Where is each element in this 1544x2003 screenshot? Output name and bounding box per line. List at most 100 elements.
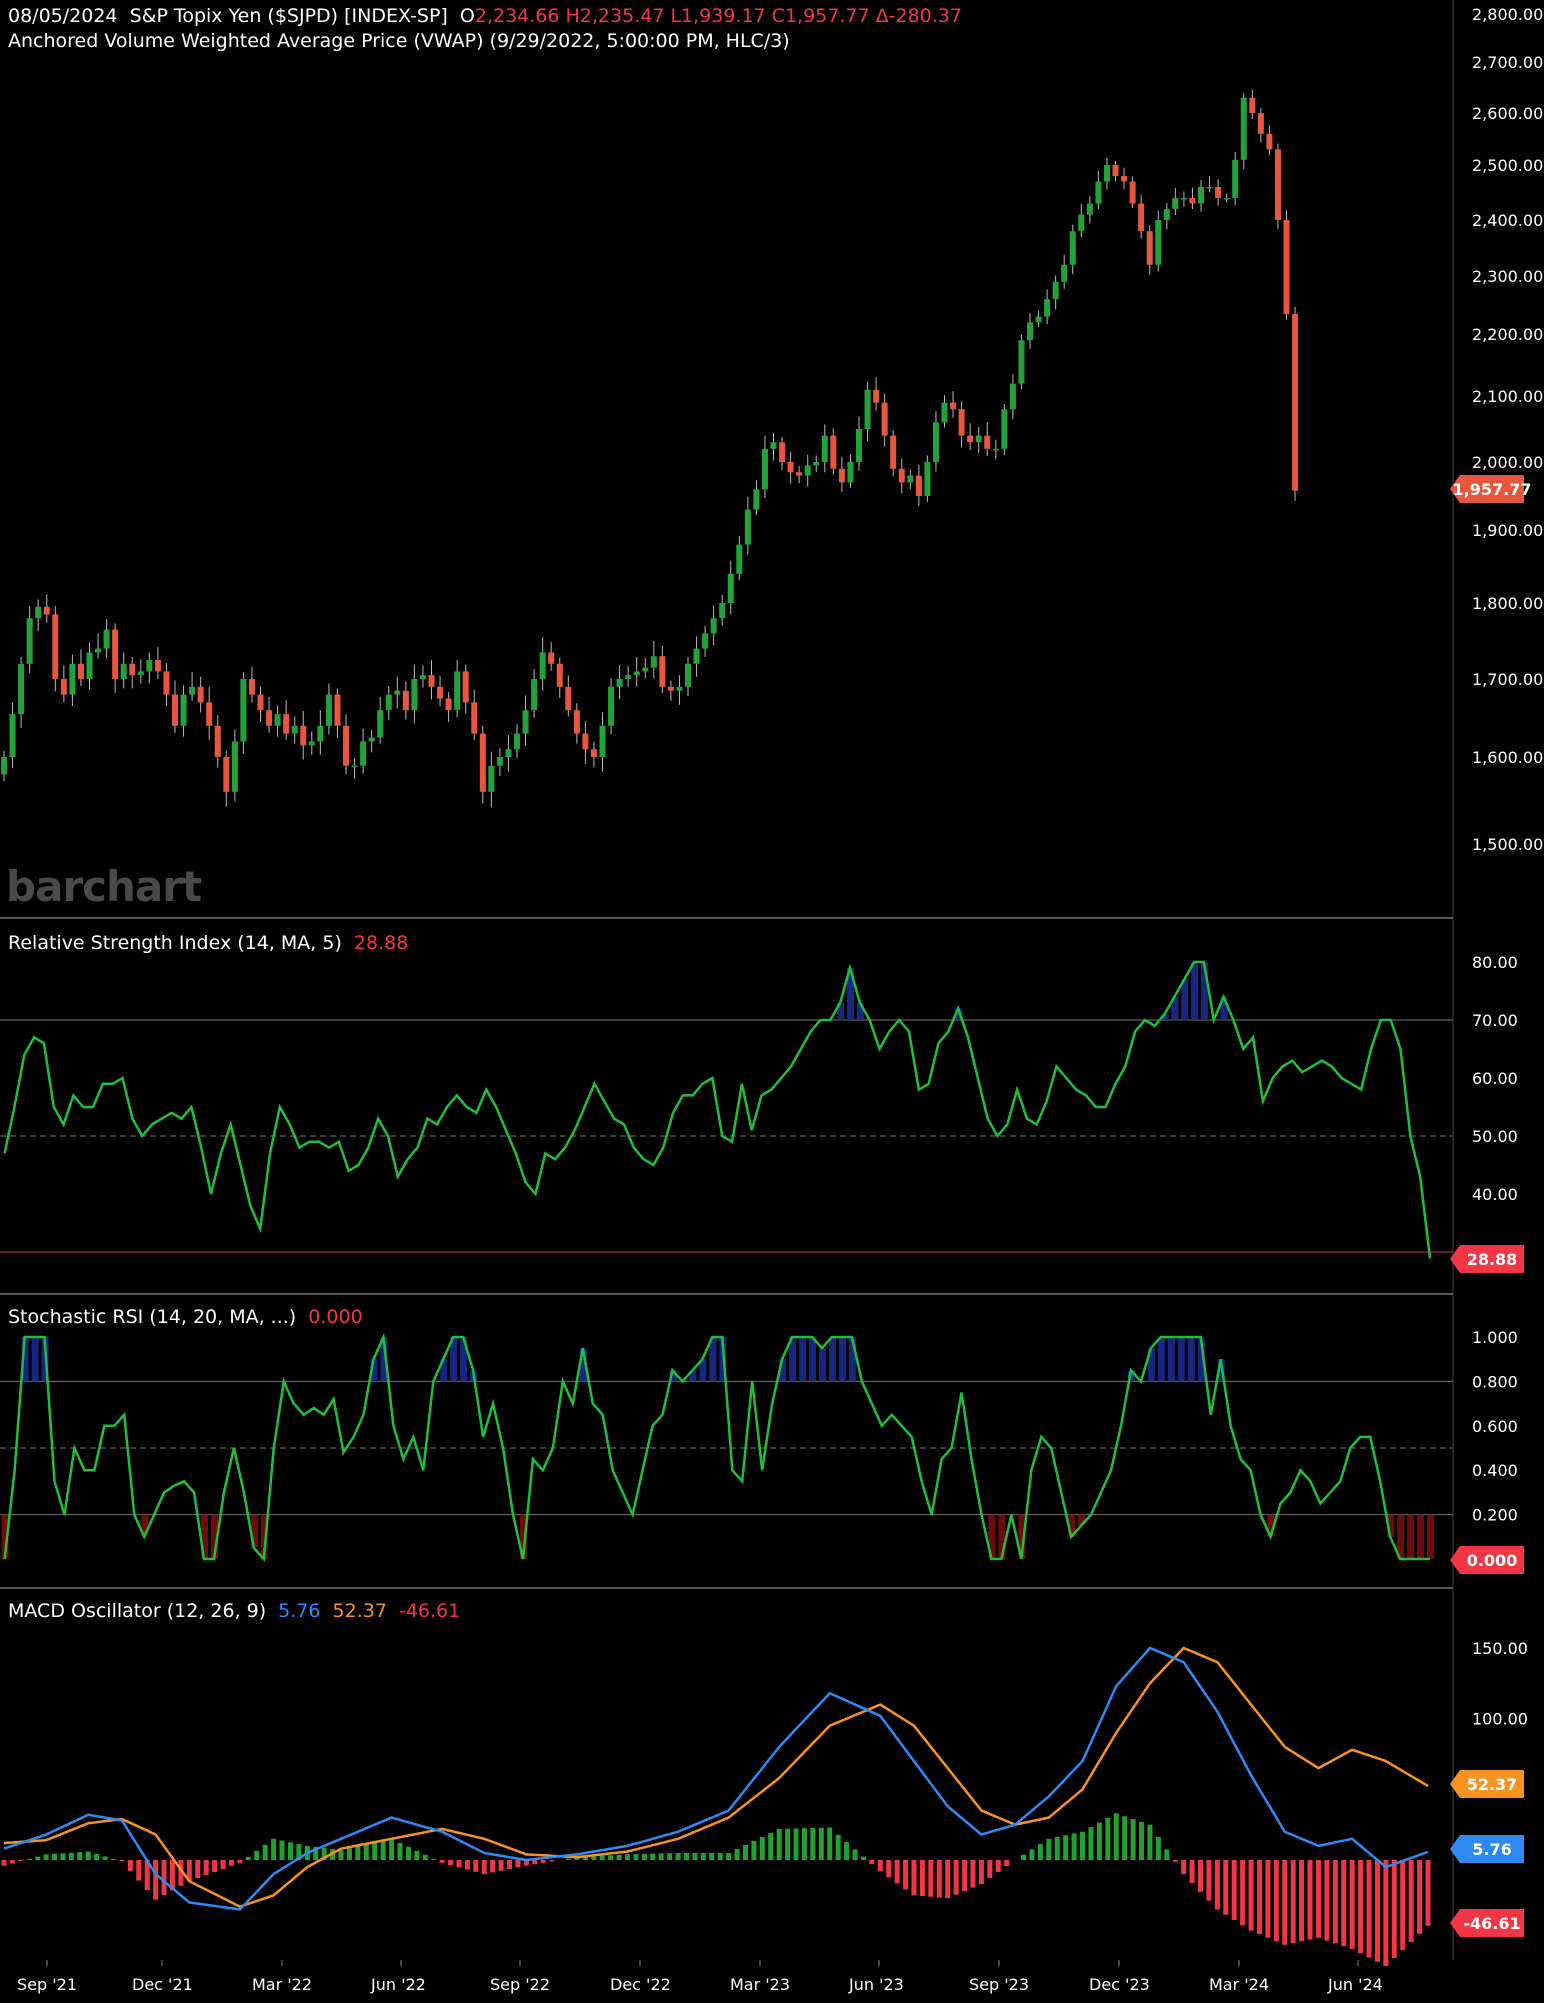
macd-histogram-bar [1332, 1860, 1338, 1944]
candle-body [890, 435, 897, 469]
macd-histogram-bar [1181, 1860, 1187, 1875]
macd-histogram-bar [1366, 1860, 1372, 1958]
candle-body [69, 663, 76, 695]
macd-histogram-bar [675, 1852, 681, 1860]
macd-histogram-bar [759, 1836, 765, 1860]
candle-body [26, 618, 33, 664]
macd-histogram-bar [245, 1856, 251, 1860]
macd-histogram-bar [397, 1842, 403, 1860]
stoch-last-badge: 0.000 [1450, 1546, 1524, 1574]
rsi-overbought-fill [837, 1002, 845, 1020]
macd-histogram-bar [1122, 1816, 1128, 1860]
macd-histogram-bar [178, 1860, 184, 1886]
x-tick-label: Jun '22 [370, 1975, 426, 1994]
stoch-tick-label: 0.200 [1472, 1506, 1518, 1525]
macd-histogram-bar [523, 1860, 529, 1866]
macd-histogram-bar [1080, 1831, 1086, 1860]
candle-body [702, 633, 709, 649]
candle-body [454, 671, 461, 711]
candle-body [1078, 214, 1085, 232]
macd-histogram-bar [1113, 1813, 1119, 1860]
stoch-overbought-fill [669, 1370, 677, 1382]
rsi-tick-label: 80.00 [1472, 953, 1518, 972]
macd-histogram-bar [380, 1840, 386, 1860]
candle-body [975, 435, 982, 443]
candle-body [548, 652, 555, 664]
macd-histogram-bar [9, 1860, 15, 1864]
macd-histogram-bar [962, 1860, 968, 1892]
macd-histogram-bar [405, 1846, 411, 1860]
stoch-overbought-fill [828, 1337, 836, 1382]
macd-histogram-bar [515, 1860, 521, 1868]
macd-histogram-bar [169, 1860, 175, 1891]
macd-histogram-bar [279, 1840, 285, 1860]
vwap-study-label[interactable]: Anchored Volume Weighted Average Price (… [8, 30, 790, 52]
symbol-label[interactable]: S&P Topix Yen ($SJPD) [INDEX-SP] [129, 5, 448, 27]
stoch-label[interactable]: Stochastic RSI (14, 20, MA, ...) [8, 1306, 297, 1328]
candle-body [1035, 316, 1042, 323]
macd-histogram-bar [869, 1860, 875, 1865]
macd-label[interactable]: MACD Oscillator (12, 26, 9) [8, 1600, 267, 1622]
price-tick-label: 1,600.00 [1472, 748, 1543, 767]
macd-histogram-bar [692, 1852, 698, 1860]
candle-body [967, 435, 974, 443]
macd-histogram-bar [1290, 1860, 1296, 1944]
macd-histogram-bar [835, 1834, 841, 1860]
candle-body [642, 667, 649, 672]
price-tick-label: 1,500.00 [1472, 835, 1543, 854]
macd-histogram-bar [1, 1860, 7, 1866]
stoch-oversold-fill [1, 1514, 9, 1559]
candle-body [1146, 231, 1153, 265]
barchart-logo: barchart [6, 862, 202, 911]
macd-tick-label: 100.00 [1472, 1710, 1528, 1729]
candle-body [813, 462, 820, 466]
macd-histogram-bar [608, 1855, 614, 1860]
macd-histogram-bar [1105, 1817, 1111, 1860]
rsi-last-badge-text: 28.88 [1467, 1250, 1518, 1269]
macd-histogram-bar [1021, 1854, 1027, 1860]
macd-histogram-bar [507, 1860, 513, 1870]
macd-histogram-bar [1172, 1860, 1178, 1862]
signal-last-badge-bg [1450, 1770, 1524, 1798]
candle-body [488, 765, 495, 792]
macd-histogram-bar [751, 1840, 757, 1860]
macd-last-badge: 5.76 [1450, 1835, 1524, 1863]
rsi-tick-label: 40.00 [1472, 1185, 1518, 1204]
candle-body [394, 690, 401, 695]
macd-histogram-bar [287, 1842, 293, 1860]
x-tick-label: Sep '23 [969, 1975, 1029, 1994]
macd-histogram-bar [995, 1860, 1001, 1873]
macd-histogram-bar [726, 1852, 732, 1860]
macd-histogram-bar [641, 1853, 647, 1860]
candle-body [1292, 313, 1299, 491]
stoch-overbought-fill [809, 1337, 817, 1382]
candle-body [206, 702, 213, 726]
macd-histogram-bar [919, 1860, 925, 1897]
candle-body [1198, 187, 1204, 204]
candle-body [146, 660, 153, 672]
x-tick-label: Dec '23 [1089, 1975, 1150, 1994]
candle-body [924, 462, 931, 496]
candle-body [360, 741, 367, 766]
price-last-badge-text: 1,957.77 [1453, 480, 1532, 499]
rsi-overbought-fill [856, 1002, 864, 1020]
macd-histogram-bar [271, 1838, 277, 1860]
price-tick-label: 2,600.00 [1472, 104, 1543, 123]
macd-histogram-bar [683, 1852, 689, 1860]
macd-histogram-bar [153, 1860, 159, 1900]
candle-body [881, 402, 888, 436]
macd-header: MACD Oscillator (12, 26, 9) 5.76 52.37 -… [8, 1600, 460, 1622]
candle-body [796, 472, 803, 476]
rsi-last-badge-bg [1450, 1245, 1524, 1273]
x-tick-label: Mar '22 [252, 1975, 312, 1994]
candle-body [992, 448, 999, 451]
macd-histogram-bar [372, 1842, 378, 1860]
stoch-overbought-fill [789, 1337, 797, 1382]
candle-body [95, 648, 102, 653]
macd-histogram-bar [1282, 1860, 1288, 1945]
price-tick-label: 2,300.00 [1472, 267, 1543, 286]
rsi-label[interactable]: Relative Strength Index (14, MA, 5) [8, 932, 342, 954]
candle-body [52, 614, 59, 679]
stoch-last-badge-bg [1450, 1546, 1524, 1574]
